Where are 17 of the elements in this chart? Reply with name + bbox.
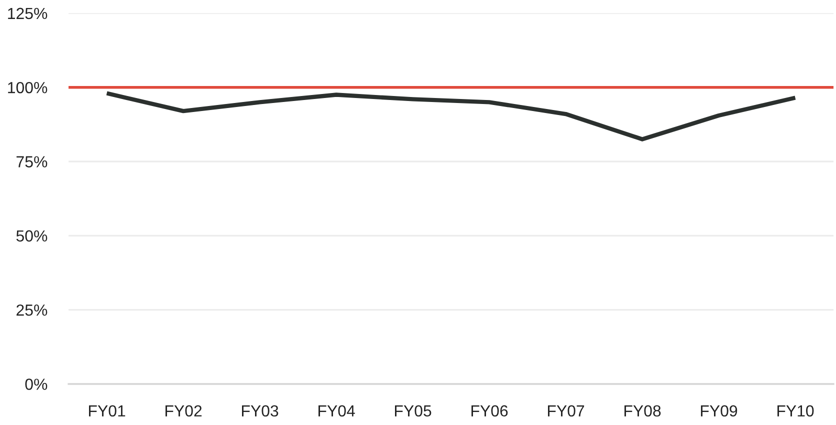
y-tick-label: 50% [16,230,48,242]
x-tick-label: FY10 [777,405,814,417]
x-tick-label: FY02 [166,405,202,417]
line-series [104,91,798,142]
x-tick-label: FY07 [548,405,584,417]
y-tick-label: 100% [8,82,48,94]
x-tick-label: FY05 [395,405,432,417]
x-tick-label: FY06 [471,405,508,417]
x-tick-label: FY03 [242,405,278,417]
x-tick-label: FY04 [318,405,355,417]
y-tick-label: 25% [16,304,48,316]
y-tick-label: 0% [25,378,48,390]
y-tick-label: 75% [16,156,48,168]
y-tick-label: 125% [8,8,48,20]
x-tick-label: FY08 [624,405,661,417]
x-tick-label: FY01 [89,405,126,417]
x-tick-label: FY09 [700,405,738,417]
